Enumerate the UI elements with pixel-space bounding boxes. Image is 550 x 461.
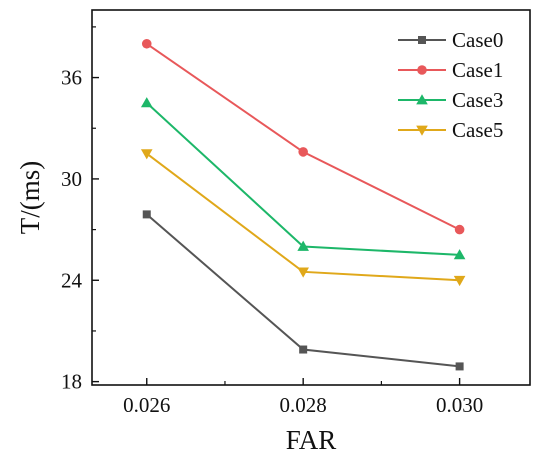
x-tick-label: 0.030 <box>436 393 483 417</box>
series-group <box>140 38 466 371</box>
legend-marker <box>418 36 426 44</box>
data-point <box>297 267 309 278</box>
y-tick-label: 36 <box>61 66 82 90</box>
legend-label: Case3 <box>452 88 503 112</box>
legend: Case0 Case1 Case3 Case5 <box>398 28 503 142</box>
data-point <box>455 362 464 371</box>
plot-frame <box>91 9 531 386</box>
series-case3 <box>140 97 466 260</box>
y-tick-label: 30 <box>61 167 82 191</box>
data-point <box>299 345 308 354</box>
series-line <box>146 152 460 282</box>
series-case0 <box>142 210 464 371</box>
legend-marker <box>417 65 427 75</box>
data-point <box>453 275 466 287</box>
axes: 0.026 0.028 0.030 18 24 30 36 <box>61 9 531 417</box>
legend-item: Case5 <box>398 118 503 142</box>
x-tick-label: 0.028 <box>280 393 327 417</box>
legend-marker <box>416 94 428 105</box>
series-case1 <box>141 38 465 235</box>
legend-item: Case3 <box>398 88 503 112</box>
data-point <box>142 210 151 219</box>
data-point <box>140 97 153 108</box>
legend-item: Case1 <box>398 58 503 82</box>
series-line <box>146 42 461 231</box>
data-point <box>140 149 153 160</box>
y-tick-label: 24 <box>61 268 83 292</box>
series-case5 <box>140 149 466 287</box>
series-line <box>146 102 460 256</box>
legend-label: Case1 <box>452 58 503 82</box>
y-tick-label: 18 <box>61 370 82 394</box>
x-axis-title: FAR <box>286 425 337 455</box>
data-point <box>141 38 152 49</box>
legend-item: Case0 <box>398 28 503 52</box>
data-point <box>298 147 308 157</box>
series-line <box>146 213 460 368</box>
x-tick-label: 0.026 <box>123 393 170 417</box>
data-point <box>454 224 465 235</box>
legend-marker <box>416 125 428 136</box>
legend-label: Case5 <box>452 118 503 142</box>
y-axis-title: T/(ms) <box>15 161 45 235</box>
data-point <box>453 249 466 260</box>
legend-label: Case0 <box>452 28 503 52</box>
data-point <box>297 240 309 251</box>
